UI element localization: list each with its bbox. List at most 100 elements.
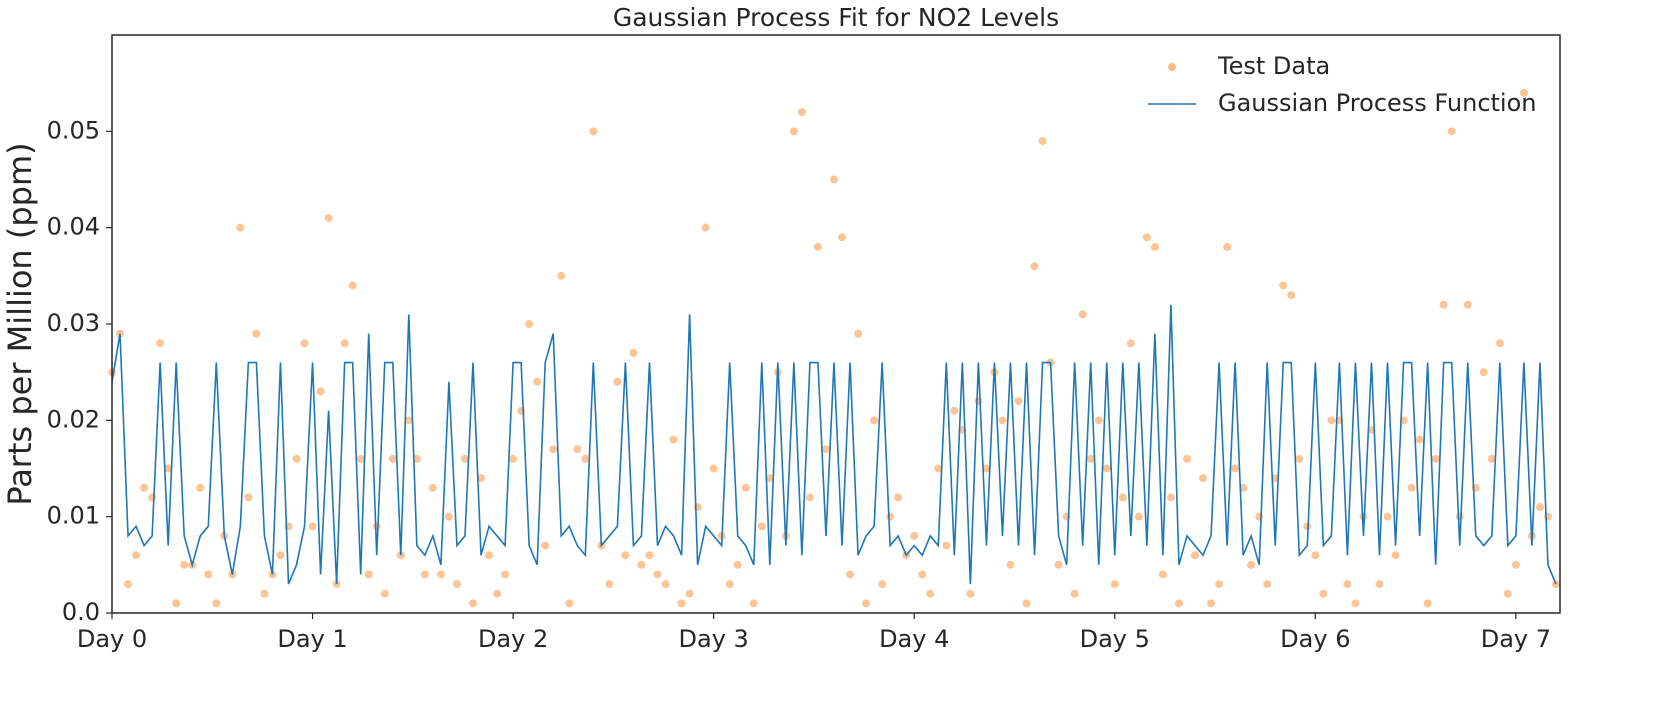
data-point [164, 464, 173, 473]
data-point [1094, 416, 1103, 425]
data-point [838, 233, 847, 242]
data-point [485, 551, 494, 560]
data-point [1495, 339, 1504, 348]
data-point [1102, 464, 1111, 473]
data-point [1030, 262, 1039, 271]
data-point [573, 445, 582, 454]
data-point [677, 599, 686, 608]
data-point [557, 271, 566, 280]
data-point [1503, 589, 1512, 598]
data-point [1343, 580, 1352, 589]
data-point [934, 464, 943, 473]
data-point [541, 541, 550, 550]
data-point [1327, 416, 1336, 425]
data-point [436, 570, 445, 579]
data-point [452, 580, 461, 589]
data-point [1431, 454, 1440, 463]
data-point [910, 531, 919, 540]
data-point [1126, 339, 1135, 348]
y-tick-label: 0.02 [47, 405, 100, 433]
data-point [645, 551, 654, 560]
data-point [894, 493, 903, 502]
data-point [132, 551, 141, 560]
data-point [661, 580, 670, 589]
data-point [212, 599, 221, 608]
data-point [1487, 454, 1496, 463]
data-point [140, 483, 149, 492]
data-point [998, 416, 1007, 425]
data-point [1479, 368, 1488, 377]
data-point [180, 560, 189, 569]
data-point [813, 242, 822, 251]
data-point [621, 551, 630, 560]
data-point [765, 474, 774, 483]
data-point [148, 493, 157, 502]
data-point [1511, 560, 1520, 569]
data-point [1439, 300, 1448, 309]
data-point [372, 522, 381, 531]
data-point [1038, 136, 1047, 145]
data-point [1022, 599, 1031, 608]
data-point [1054, 560, 1063, 569]
data-point [749, 599, 758, 608]
data-point [533, 377, 542, 386]
data-point [1303, 522, 1312, 531]
data-point [757, 522, 766, 531]
data-point [797, 108, 806, 117]
data-point [1215, 580, 1224, 589]
data-point [364, 570, 373, 579]
y-tick-label: 0.01 [47, 502, 100, 530]
data-point [1415, 435, 1424, 444]
data-point [388, 454, 397, 463]
data-point [1142, 233, 1151, 242]
data-point [653, 570, 662, 579]
data-point [1158, 570, 1167, 579]
data-point [1070, 589, 1079, 598]
x-tick-label: Day 3 [679, 625, 749, 653]
gp-line [111, 304, 1557, 585]
legend-label: Gaussian Process Function [1218, 89, 1537, 117]
data-point [1190, 551, 1199, 560]
data-point [637, 560, 646, 569]
data-point [1110, 580, 1119, 589]
data-point [428, 483, 437, 492]
data-point [1271, 474, 1280, 483]
data-point [870, 416, 879, 425]
data-point [501, 570, 510, 579]
data-point [805, 493, 814, 502]
data-point [605, 580, 614, 589]
data-point [156, 339, 165, 348]
data-point [348, 281, 357, 290]
data-point [236, 223, 245, 232]
data-point [404, 416, 413, 425]
data-point [356, 454, 365, 463]
data-point [444, 512, 453, 521]
data-point [549, 445, 558, 454]
data-point [308, 522, 317, 531]
data-point [1423, 599, 1432, 608]
data-point [260, 589, 269, 598]
data-point [252, 329, 261, 338]
x-tick-label: Day 6 [1280, 625, 1350, 653]
data-point [709, 464, 718, 473]
data-point [244, 493, 253, 502]
data-point [1223, 242, 1232, 251]
data-point [412, 454, 421, 463]
data-point [1359, 512, 1368, 521]
data-point [1150, 242, 1159, 251]
y-tick-label: 0.05 [47, 116, 100, 144]
data-point [300, 339, 309, 348]
data-point [725, 580, 734, 589]
data-point [589, 127, 598, 136]
data-point [1118, 493, 1127, 502]
data-point [1319, 589, 1328, 598]
data-point [276, 551, 285, 560]
y-tick-label: 0.0 [62, 598, 100, 626]
data-point [1279, 281, 1288, 290]
data-point [862, 599, 871, 608]
data-point [1174, 599, 1183, 608]
data-point [918, 570, 927, 579]
data-point [846, 570, 855, 579]
data-point [942, 541, 951, 550]
